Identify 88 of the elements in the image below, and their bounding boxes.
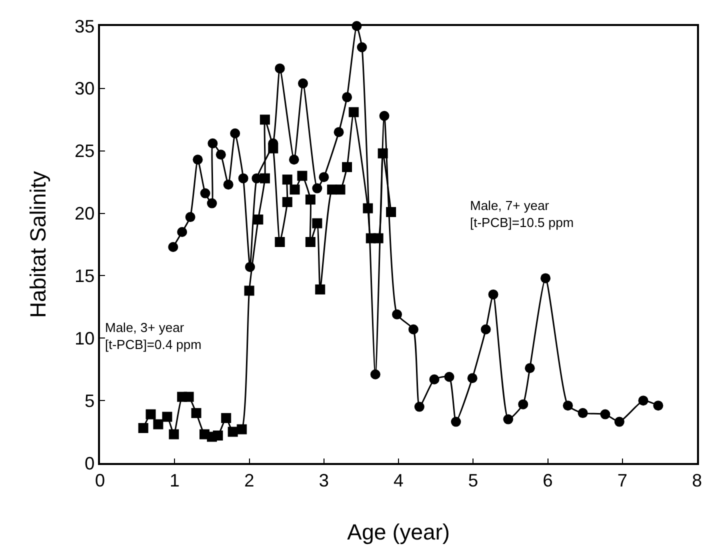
point — [334, 127, 344, 138]
point — [177, 227, 188, 238]
point — [379, 110, 390, 121]
point — [578, 408, 588, 418]
point — [253, 214, 264, 225]
point — [312, 183, 322, 194]
y-tick-label: 20 — [74, 204, 95, 224]
point — [392, 309, 402, 320]
point — [414, 402, 424, 412]
point — [524, 363, 535, 374]
y-axis-title: Habitat Salinity — [26, 171, 50, 318]
point — [236, 424, 247, 434]
point — [305, 194, 316, 205]
point — [168, 242, 178, 252]
point — [450, 416, 461, 427]
point — [562, 400, 573, 411]
x-tick-label: 7 — [617, 470, 628, 490]
x-tick-label: 2 — [244, 470, 254, 490]
point — [216, 150, 226, 160]
y-tick-label: 15 — [74, 266, 95, 286]
point — [228, 426, 238, 437]
point — [518, 399, 528, 410]
x-tick-label: 6 — [542, 470, 553, 490]
point — [315, 284, 326, 294]
point — [467, 373, 478, 384]
point — [408, 324, 418, 334]
point — [184, 392, 194, 402]
x-tick-label: 3 — [318, 470, 329, 490]
point — [221, 413, 232, 424]
x-tick-label: 8 — [692, 470, 702, 490]
point — [192, 154, 203, 165]
point — [600, 409, 610, 420]
point — [260, 114, 270, 125]
point — [223, 180, 234, 190]
point — [282, 197, 292, 208]
point — [153, 419, 164, 430]
point — [297, 170, 308, 181]
point — [230, 128, 240, 138]
point — [200, 188, 210, 198]
point — [245, 262, 255, 272]
point — [274, 63, 285, 74]
y-tick-label: 30 — [74, 78, 95, 99]
point — [289, 154, 300, 165]
point — [168, 429, 179, 440]
point — [342, 92, 352, 102]
y-tick-label: 10 — [74, 328, 95, 348]
point — [244, 286, 254, 296]
point — [305, 237, 316, 247]
point — [540, 273, 551, 284]
point — [260, 173, 270, 184]
point — [162, 412, 172, 422]
y-tick-label: 0 — [84, 453, 95, 474]
point — [614, 416, 624, 427]
point — [298, 78, 308, 88]
x-tick-label: 5 — [468, 470, 478, 490]
point — [212, 430, 223, 441]
x-tick-label: 1 — [170, 470, 180, 490]
point — [348, 107, 359, 118]
point — [274, 237, 285, 247]
point — [356, 42, 367, 52]
x-tick-label: 4 — [393, 470, 404, 490]
point — [335, 184, 346, 195]
point — [638, 396, 648, 406]
y-tick-label: 25 — [74, 141, 95, 162]
point — [503, 414, 514, 424]
point — [370, 369, 380, 380]
point — [191, 408, 202, 418]
point — [282, 174, 292, 185]
y-tick-label: 35 — [74, 16, 95, 36]
point — [429, 374, 440, 384]
annotation: Male, 3+ year [t-PCB]=0.4 ppm — [105, 320, 202, 352]
point — [444, 372, 454, 382]
point — [312, 218, 322, 228]
point — [488, 289, 498, 300]
point — [206, 198, 217, 208]
point — [318, 172, 329, 182]
x-axis-title: Age (year) — [347, 520, 450, 544]
point — [653, 400, 664, 411]
y-tick-label: 5 — [84, 390, 95, 411]
point — [342, 162, 352, 172]
point — [238, 173, 248, 184]
point — [146, 409, 156, 420]
annotation: Male, 7+ year [t-PCB]=10.5 ppm — [470, 198, 574, 230]
point — [138, 423, 148, 434]
point — [185, 212, 196, 222]
point — [290, 184, 300, 195]
point — [208, 138, 218, 148]
point — [480, 324, 491, 334]
